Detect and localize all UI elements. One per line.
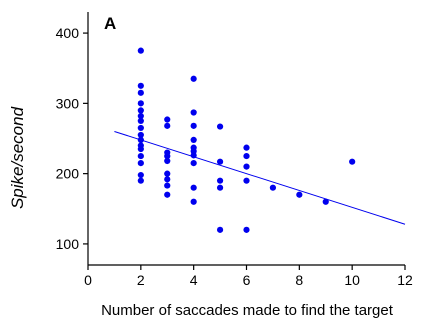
data-points: [137, 47, 356, 233]
data-point: [137, 145, 144, 153]
y-tick-label: 100: [56, 236, 80, 252]
data-point: [164, 170, 171, 177]
data-point: [137, 159, 144, 167]
x-tick-label: 12: [397, 272, 413, 288]
x-tick-label: 6: [243, 272, 251, 288]
x-tick-label: 4: [190, 272, 198, 288]
axes: 0 2 4 6 8 10 12 100 200 300 400: [56, 12, 413, 288]
data-point: [322, 198, 329, 205]
x-tick-label: 10: [344, 272, 360, 288]
data-point: [296, 191, 303, 198]
data-point: [216, 158, 224, 165]
data-point: [243, 226, 250, 233]
data-point: [137, 47, 144, 54]
data-point: [137, 117, 144, 125]
data-point: [137, 152, 144, 160]
data-point: [190, 109, 197, 116]
data-point: [164, 116, 171, 123]
data-point: [164, 152, 171, 160]
data-point: [349, 158, 356, 165]
data-point: [190, 136, 197, 144]
data-point: [190, 122, 197, 129]
data-point: [164, 122, 171, 129]
x-axis-label: Number of saccades made to find the targ…: [101, 302, 394, 319]
x-tick-label: 2: [137, 272, 145, 288]
data-point: [216, 226, 224, 233]
data-point: [190, 198, 197, 205]
y-tick-label: 200: [56, 166, 80, 182]
data-point: [243, 144, 250, 151]
data-point: [269, 184, 277, 191]
data-point: [190, 159, 197, 167]
data-point: [164, 157, 171, 165]
y-axis-label: Spike/second: [8, 106, 27, 209]
data-point: [137, 131, 144, 139]
panel-label: A: [104, 14, 116, 33]
x-tick-label: 0: [84, 272, 92, 288]
data-point: [137, 82, 144, 89]
data-point: [216, 184, 224, 191]
y-tick-label: 300: [56, 95, 80, 111]
data-point: [137, 124, 144, 132]
data-point: [137, 107, 144, 114]
data-point: [164, 191, 171, 198]
data-point: [137, 100, 144, 107]
regression-line: [114, 130, 406, 225]
data-point: [137, 171, 144, 179]
data-point: [243, 152, 250, 160]
data-point: [137, 112, 144, 120]
regression-line-group: [114, 130, 406, 225]
data-point: [216, 177, 224, 184]
data-point: [190, 184, 197, 191]
x-tick-label: 8: [295, 272, 303, 288]
data-point: [164, 176, 171, 183]
data-point: [243, 163, 250, 170]
data-point: [137, 89, 144, 96]
data-point: [137, 177, 144, 184]
y-tick-label: 400: [56, 25, 80, 41]
data-point: [190, 75, 197, 82]
data-point: [243, 177, 250, 184]
data-point: [216, 123, 224, 130]
data-point: [164, 182, 171, 189]
